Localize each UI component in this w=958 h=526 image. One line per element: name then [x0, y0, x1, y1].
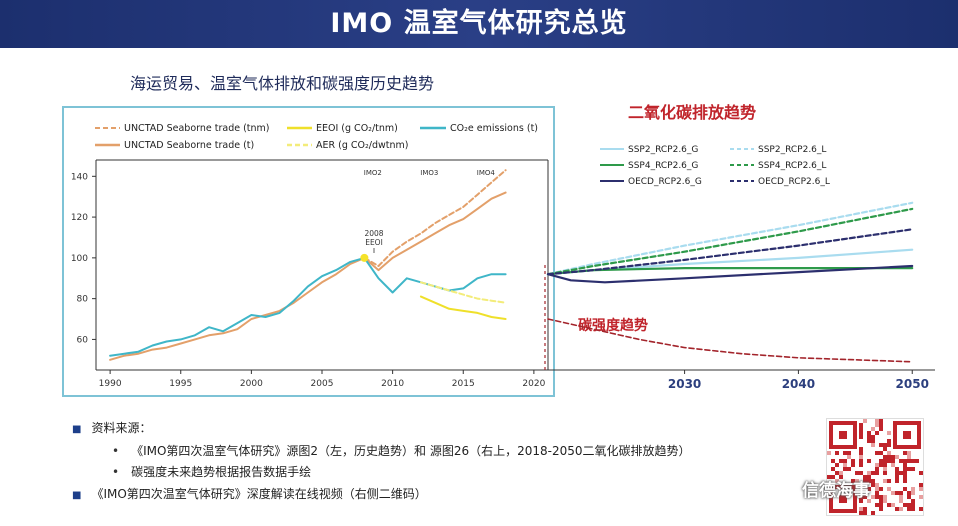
source-item-2-row: • 碳强度未来趋势根据报告数据手绘 [112, 463, 311, 480]
event-label-year: 2008 [364, 229, 383, 238]
sources-heading: 资料来源： [91, 421, 152, 435]
header-bar [0, 0, 958, 48]
right-series-ssp2_l-line [546, 201, 914, 276]
square-bullet-icon: ■ [72, 424, 82, 435]
left-x-tick-label: 1995 [169, 379, 192, 389]
source-item-1: 《IMO第四次温室气体研究》源图2（左，历史趋势）和 源图26（右上，2018-… [131, 444, 691, 458]
left-series-eeoi-line [419, 295, 507, 320]
plot-layer: 1990 1995 2000 2005 2010 2015 2020 60 80 100 120 14… [71, 169, 929, 391]
left-y-tick-label: 140 [71, 172, 88, 182]
sources-heading-row: ■ 资料来源： [72, 419, 151, 436]
left-legend: UNCTAD Seaborne trade (tnm) UNCTAD Seabo… [95, 123, 538, 151]
source-item-3-row: ■ 《IMO第四次温室气体研究》深度解读在线视频（右侧二维码） [72, 485, 427, 502]
left-series-aer-line [419, 281, 507, 304]
right-series-oecd_g-line [546, 264, 914, 284]
left-series-trade_tnm-line [363, 169, 507, 267]
wechat-icon [780, 480, 798, 494]
co2-trend-title: 二氧化碳排放趋势 [628, 103, 756, 122]
right-series-oecd_l-line [546, 228, 914, 276]
left-x-tick-label: 2005 [311, 379, 334, 389]
left-x-tick-label: 1990 [99, 379, 122, 389]
legend-label-co2: CO₂e emissions (t) [450, 123, 538, 134]
left-y-tick-label: 120 [71, 213, 88, 223]
source-item-2: 碳强度未来趋势根据报告数据手绘 [131, 465, 312, 479]
legend-label-ssp2-l: SSP2_RCP2.6_L [758, 145, 826, 155]
legend-label-trade-t: UNCTAD Seaborne trade (t) [124, 140, 254, 151]
phase-label: IMO3 [420, 169, 438, 177]
dot-bullet-icon: • [112, 444, 120, 458]
left-y-tick-label: 100 [71, 254, 88, 264]
left-y-tick-label: 80 [77, 295, 89, 305]
legend-label-aer: AER (g CO₂/dwtnm) [316, 140, 409, 151]
event-label-name: EEOI [365, 238, 383, 247]
legend-label-trade-tnm: UNCTAD Seaborne trade (tnm) [124, 123, 270, 134]
left-series-trade_t-line [109, 191, 507, 361]
source-item-1-row: • 《IMO第四次温室气体研究》源图2（左，历史趋势）和 源图26（右上，2018… [112, 442, 691, 459]
right-x-tick-label: 2050 [896, 377, 929, 391]
right-x-tick-label: 2040 [782, 377, 815, 391]
legend-label-oecd-l: OECD_RCP2.6_L [758, 177, 830, 187]
watermark-text: 信德海事 [802, 481, 870, 501]
square-bullet-icon: ■ [72, 490, 82, 501]
qr-code[interactable] [826, 418, 924, 516]
right-series-ssp4_l-line [546, 207, 914, 276]
left-chart-title: 海运贸易、温室气体排放和碳强度历史趋势 [130, 74, 435, 93]
left-x-tick-label: 2015 [452, 379, 475, 389]
source-item-3: 《IMO第四次温室气体研究》深度解读在线视频（右侧二维码） [91, 487, 427, 501]
left-x-tick-label: 2000 [240, 379, 263, 389]
legend-label-ssp2-g: SSP2_RCP2.6_G [628, 145, 698, 155]
right-series-intensity-line [547, 318, 913, 363]
legend-label-oecd-g: OECD_RCP2.6_G [628, 177, 702, 187]
legend-label-ssp4-g: SSP4_RCP2.6_G [628, 161, 698, 171]
right-legend: SSP2_RCP2.6_G SSP2_RCP2.6_L SSP4_RCP2.6_… [600, 145, 830, 187]
dot-bullet-icon: • [112, 465, 120, 479]
qr-code-pattern [827, 419, 923, 515]
phase-label: IMO4 [477, 169, 496, 177]
legend-label-eeoi: EEOI (g CO₂/tnm) [316, 123, 398, 134]
left-x-tick-label: 2020 [522, 379, 545, 389]
left-x-tick-label: 2010 [381, 379, 404, 389]
phase-label: IMO2 [364, 169, 382, 177]
legend-label-ssp4-l: SSP4_RCP2.6_L [758, 161, 826, 171]
right-x-tick-label: 2030 [668, 377, 701, 391]
page-title: IMO 温室气体研究总览 [330, 8, 628, 39]
right-series-ssp4_g-line [546, 267, 914, 276]
intensity-trend-label: 碳强度趋势 [578, 317, 648, 334]
event-point-marker [360, 253, 369, 262]
left-y-tick-label: 60 [77, 335, 89, 345]
